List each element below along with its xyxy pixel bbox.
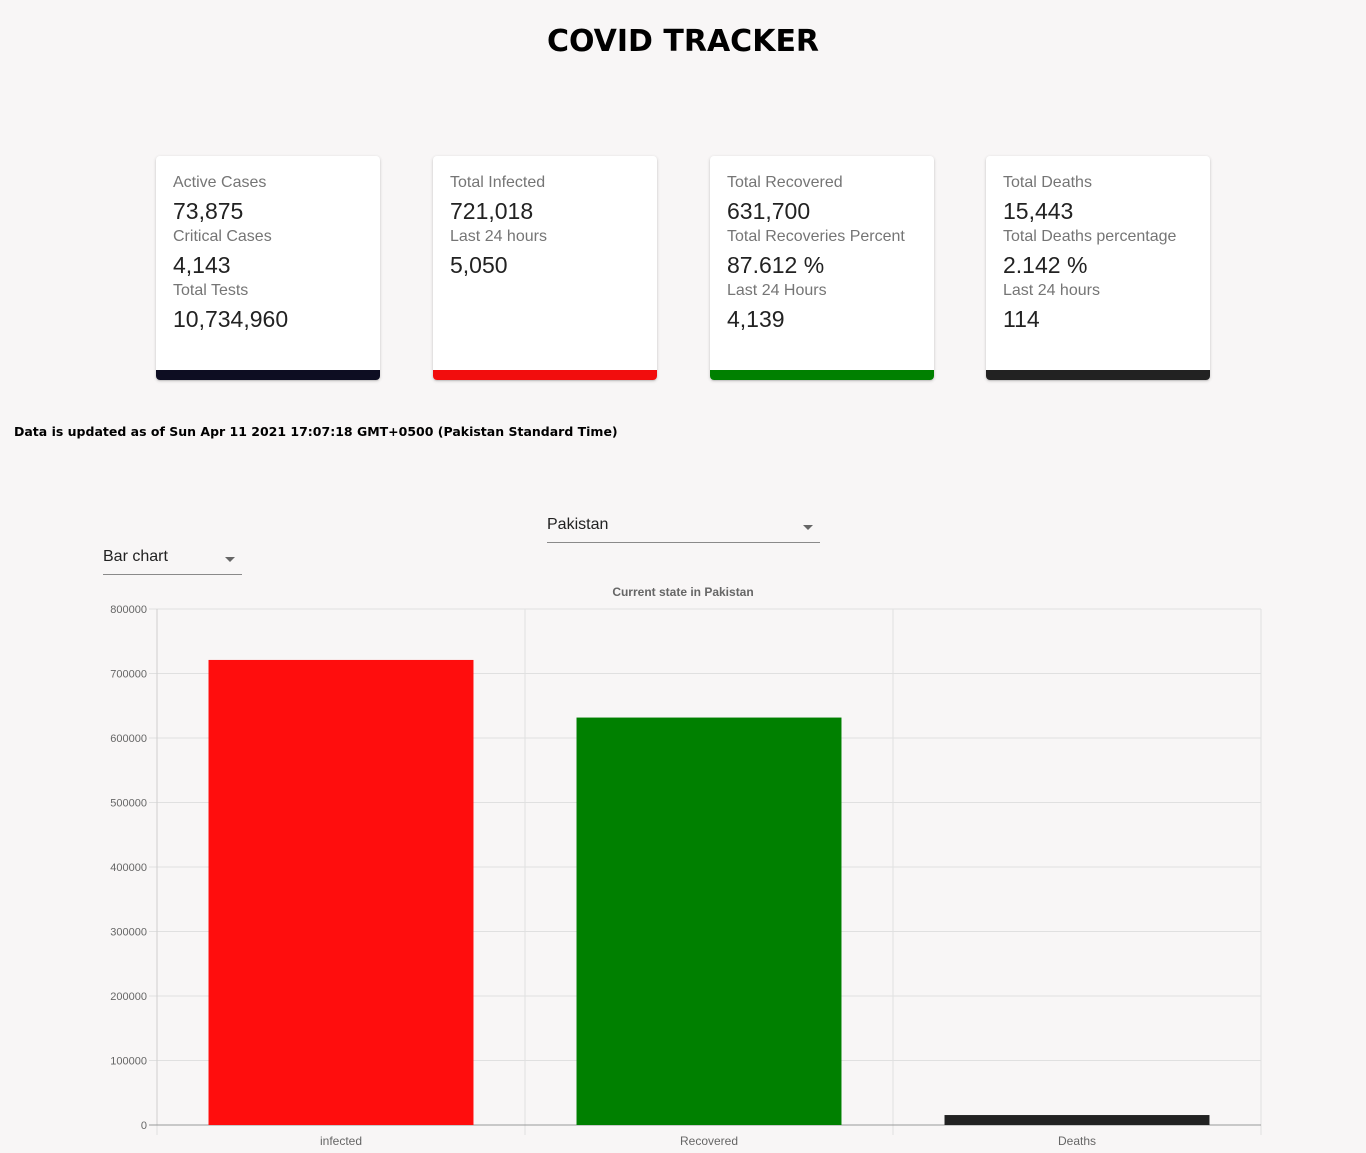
x-tick-label: Recovered <box>680 1134 738 1148</box>
card-accent-bar <box>710 370 934 380</box>
card-value: 5,050 <box>450 252 508 278</box>
y-tick-label: 0 <box>141 1120 147 1132</box>
card-label: Active Cases <box>173 174 267 191</box>
y-tick-label: 200000 <box>110 991 147 1003</box>
y-tick-label: 700000 <box>110 669 147 681</box>
x-tick-label: infected <box>320 1134 362 1148</box>
bar-chart: Current state in Pakistan 0 100000 200000 3… <box>90 580 1290 1148</box>
card-label: Critical Cases <box>173 228 272 245</box>
y-tick-label: 300000 <box>110 927 147 939</box>
x-tick-label: Deaths <box>1058 1134 1096 1148</box>
last-updated-text: Data is updated as of Sun Apr 11 2021 17… <box>14 424 618 439</box>
card-label: Total Deaths percentage <box>1003 228 1177 245</box>
card-label: Total Infected <box>450 174 546 191</box>
active-cases-card: Active Cases 73,875 Critical Cases 4,143… <box>156 156 380 380</box>
card-accent-bar <box>433 370 657 380</box>
y-tick-label: 600000 <box>110 733 147 745</box>
card-value: 87.612 % <box>727 252 825 278</box>
chevron-down-icon <box>803 525 813 530</box>
card-label: Total Recovered <box>727 174 843 191</box>
country-select[interactable]: Pakistan <box>547 516 820 543</box>
chart-canvas: Current state in Pakistan 0 100000 200000 3… <box>110 585 1262 1148</box>
card-label: Last 24 Hours <box>727 282 827 299</box>
chart-type-select-value: Bar chart <box>103 548 168 565</box>
bar-recovered[interactable] <box>576 717 842 1125</box>
card-label: Total Recoveries Percent <box>727 228 905 245</box>
card-value: 4,139 <box>727 306 785 332</box>
y-tick-label: 100000 <box>110 1056 147 1068</box>
card-accent-bar <box>156 370 380 380</box>
total-deaths-card: Total Deaths 15,443 Total Deaths percent… <box>986 156 1210 380</box>
country-select-value: Pakistan <box>547 516 609 533</box>
card-value: 2.142 % <box>1003 252 1088 278</box>
chevron-down-icon <box>225 557 235 562</box>
card-value: 721,018 <box>450 198 534 224</box>
card-value: 73,875 <box>173 198 244 224</box>
chart-title: Current state in Pakistan <box>612 585 753 599</box>
y-tick-label: 800000 <box>110 604 147 616</box>
total-infected-card: Total Infected 721,018 Last 24 hours 5,0… <box>433 156 657 380</box>
card-label: Last 24 hours <box>450 228 547 245</box>
card-accent-bar <box>986 370 1210 380</box>
page-title: COVID TRACKER <box>546 24 820 59</box>
card-label: Last 24 hours <box>1003 282 1100 299</box>
card-label: Total Deaths <box>1003 174 1092 191</box>
y-tick-label: 500000 <box>110 798 147 810</box>
card-value: 15,443 <box>1003 198 1074 224</box>
card-value: 631,700 <box>727 198 811 224</box>
bar-deaths[interactable] <box>944 1115 1210 1125</box>
card-value: 114 <box>1003 306 1040 332</box>
chart-type-select[interactable]: Bar chart <box>103 548 242 575</box>
y-tick-label: 400000 <box>110 862 147 874</box>
bar-infected[interactable] <box>208 659 474 1125</box>
card-value: 10,734,960 <box>173 306 289 332</box>
total-recovered-card: Total Recovered 631,700 Total Recoveries… <box>710 156 934 380</box>
card-value: 4,143 <box>173 252 231 278</box>
card-label: Total Tests <box>173 282 249 299</box>
